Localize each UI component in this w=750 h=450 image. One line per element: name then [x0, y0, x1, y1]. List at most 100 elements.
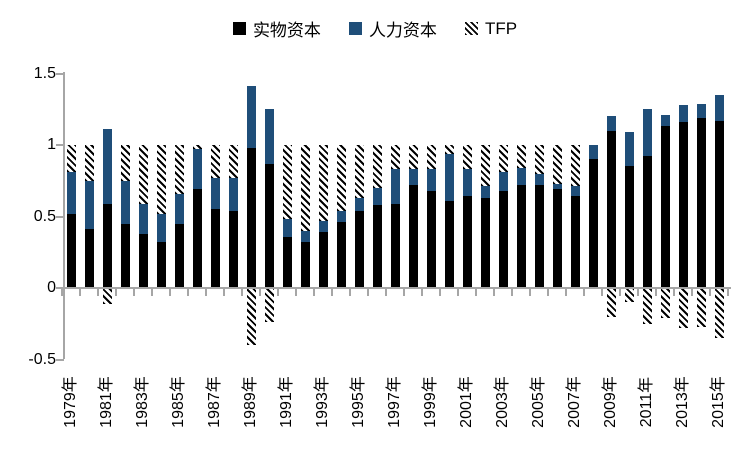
bar-human-2003 [498, 172, 508, 191]
bar-human-1979 [66, 172, 76, 214]
x-axis-tick [79, 289, 81, 296]
bar-human-1998 [408, 169, 418, 186]
x-axis-tick [61, 289, 63, 296]
x-axis-tick [583, 289, 585, 296]
x-axis-tick [241, 289, 243, 296]
x-axis-label: 2015年 [710, 376, 727, 428]
bar-physical-2005 [534, 185, 544, 288]
bar-human-2010 [624, 132, 634, 167]
x-axis-tick [421, 289, 423, 296]
x-axis-label: 1995年 [350, 376, 367, 428]
x-axis-tick [475, 289, 477, 296]
bar-human-1990 [264, 109, 274, 164]
x-axis-tick [493, 289, 495, 296]
x-axis-tick [529, 289, 531, 296]
bar-human-1985 [174, 193, 184, 224]
bar-physical-1999 [426, 190, 436, 288]
x-axis-tick [619, 289, 621, 296]
y-axis-tick [56, 215, 64, 218]
bar-tfp-2005 [534, 145, 544, 174]
x-axis-tick [709, 289, 711, 296]
bar-tfp-2004 [516, 145, 526, 168]
x-axis-tick [637, 289, 639, 296]
x-axis-tick [439, 289, 441, 296]
x-axis-label: 1979年 [62, 376, 79, 428]
bar-physical-1990 [264, 163, 274, 288]
bar-physical-1981 [102, 203, 112, 288]
y-axis-tick [56, 287, 64, 289]
bar-tfp-1999 [426, 145, 436, 170]
bar-physical-1982 [120, 223, 130, 288]
bar-physical-2003 [498, 190, 508, 288]
x-axis-label: 1987年 [206, 376, 223, 428]
bar-human-1982 [120, 180, 130, 224]
bar-physical-2006 [552, 189, 562, 288]
bar-human-1984 [156, 213, 166, 243]
bar-tfp-1981 [102, 289, 112, 304]
bar-physical-1991 [282, 236, 292, 288]
bar-physical-2000 [444, 200, 454, 288]
bar-tfp-1997 [390, 145, 400, 170]
x-axis-label: 1983年 [134, 376, 151, 428]
bar-tfp-2002 [480, 145, 490, 187]
x-axis-label: 1999年 [422, 376, 439, 428]
physical-capital-swatch-icon [232, 22, 246, 35]
y-axis-label: 0 [47, 279, 56, 296]
y-axis-tick [56, 358, 64, 361]
bar-physical-1996 [372, 205, 382, 288]
y-axis-label: 1.5 [33, 64, 56, 82]
bar-physical-1979 [66, 213, 76, 288]
bar-human-2008 [588, 145, 598, 160]
bar-tfp-1991 [282, 145, 292, 220]
x-axis-label: 2003年 [494, 376, 511, 428]
bar-tfp-1989 [246, 289, 256, 346]
x-axis-label: 2005年 [530, 376, 547, 428]
bar-physical-2008 [588, 159, 598, 288]
bar-human-1980 [84, 180, 94, 230]
bar-physical-2007 [570, 196, 580, 288]
legend-item-tfp: TFP [464, 19, 517, 39]
x-axis-tick [457, 289, 459, 296]
bar-tfp-1983 [138, 145, 148, 204]
bar-tfp-2009 [606, 289, 616, 317]
x-axis-tick [727, 289, 729, 296]
x-axis-label: 1993年 [314, 376, 331, 428]
bar-physical-2013 [678, 122, 688, 288]
x-axis-label: 2013年 [674, 376, 691, 428]
bar-tfp-2000 [444, 145, 454, 154]
legend-label-physical-capital: 实物资本 [252, 21, 321, 40]
bar-human-1986 [192, 149, 202, 190]
bar-human-1989 [246, 86, 256, 148]
bar-tfp-2014 [696, 289, 706, 327]
y-axis-label: -0.5 [28, 350, 56, 368]
x-axis-tick [295, 289, 297, 296]
bar-tfp-1993 [318, 145, 328, 221]
bar-tfp-1979 [66, 145, 76, 173]
x-axis-label: 2007年 [566, 376, 583, 428]
bar-human-1983 [138, 203, 148, 234]
bar-physical-1983 [138, 233, 148, 288]
x-axis-tick [673, 289, 675, 296]
x-axis-label: 2011年 [638, 376, 655, 428]
bar-physical-1993 [318, 232, 328, 288]
bar-human-2006 [552, 183, 562, 190]
human-capital-swatch-icon [348, 22, 362, 35]
bar-physical-2010 [624, 166, 634, 288]
bar-physical-1984 [156, 242, 166, 288]
bar-human-2009 [606, 116, 616, 131]
y-axis-label: 1 [47, 136, 56, 153]
x-axis-label: 2009年 [602, 376, 619, 428]
bar-physical-1985 [174, 223, 184, 288]
bar-tfp-2012 [660, 289, 670, 319]
x-axis-tick [655, 289, 657, 296]
bar-tfp-1996 [372, 145, 382, 188]
bar-physical-1992 [300, 242, 310, 288]
x-axis-tick [403, 289, 405, 296]
bar-tfp-1985 [174, 145, 184, 194]
bar-physical-2012 [660, 126, 670, 288]
x-axis-label: 1997年 [386, 376, 403, 428]
x-axis-label: 2001年 [458, 376, 475, 428]
x-axis-tick [259, 289, 261, 296]
bar-tfp-2013 [678, 289, 688, 329]
x-axis-tick [115, 289, 117, 296]
